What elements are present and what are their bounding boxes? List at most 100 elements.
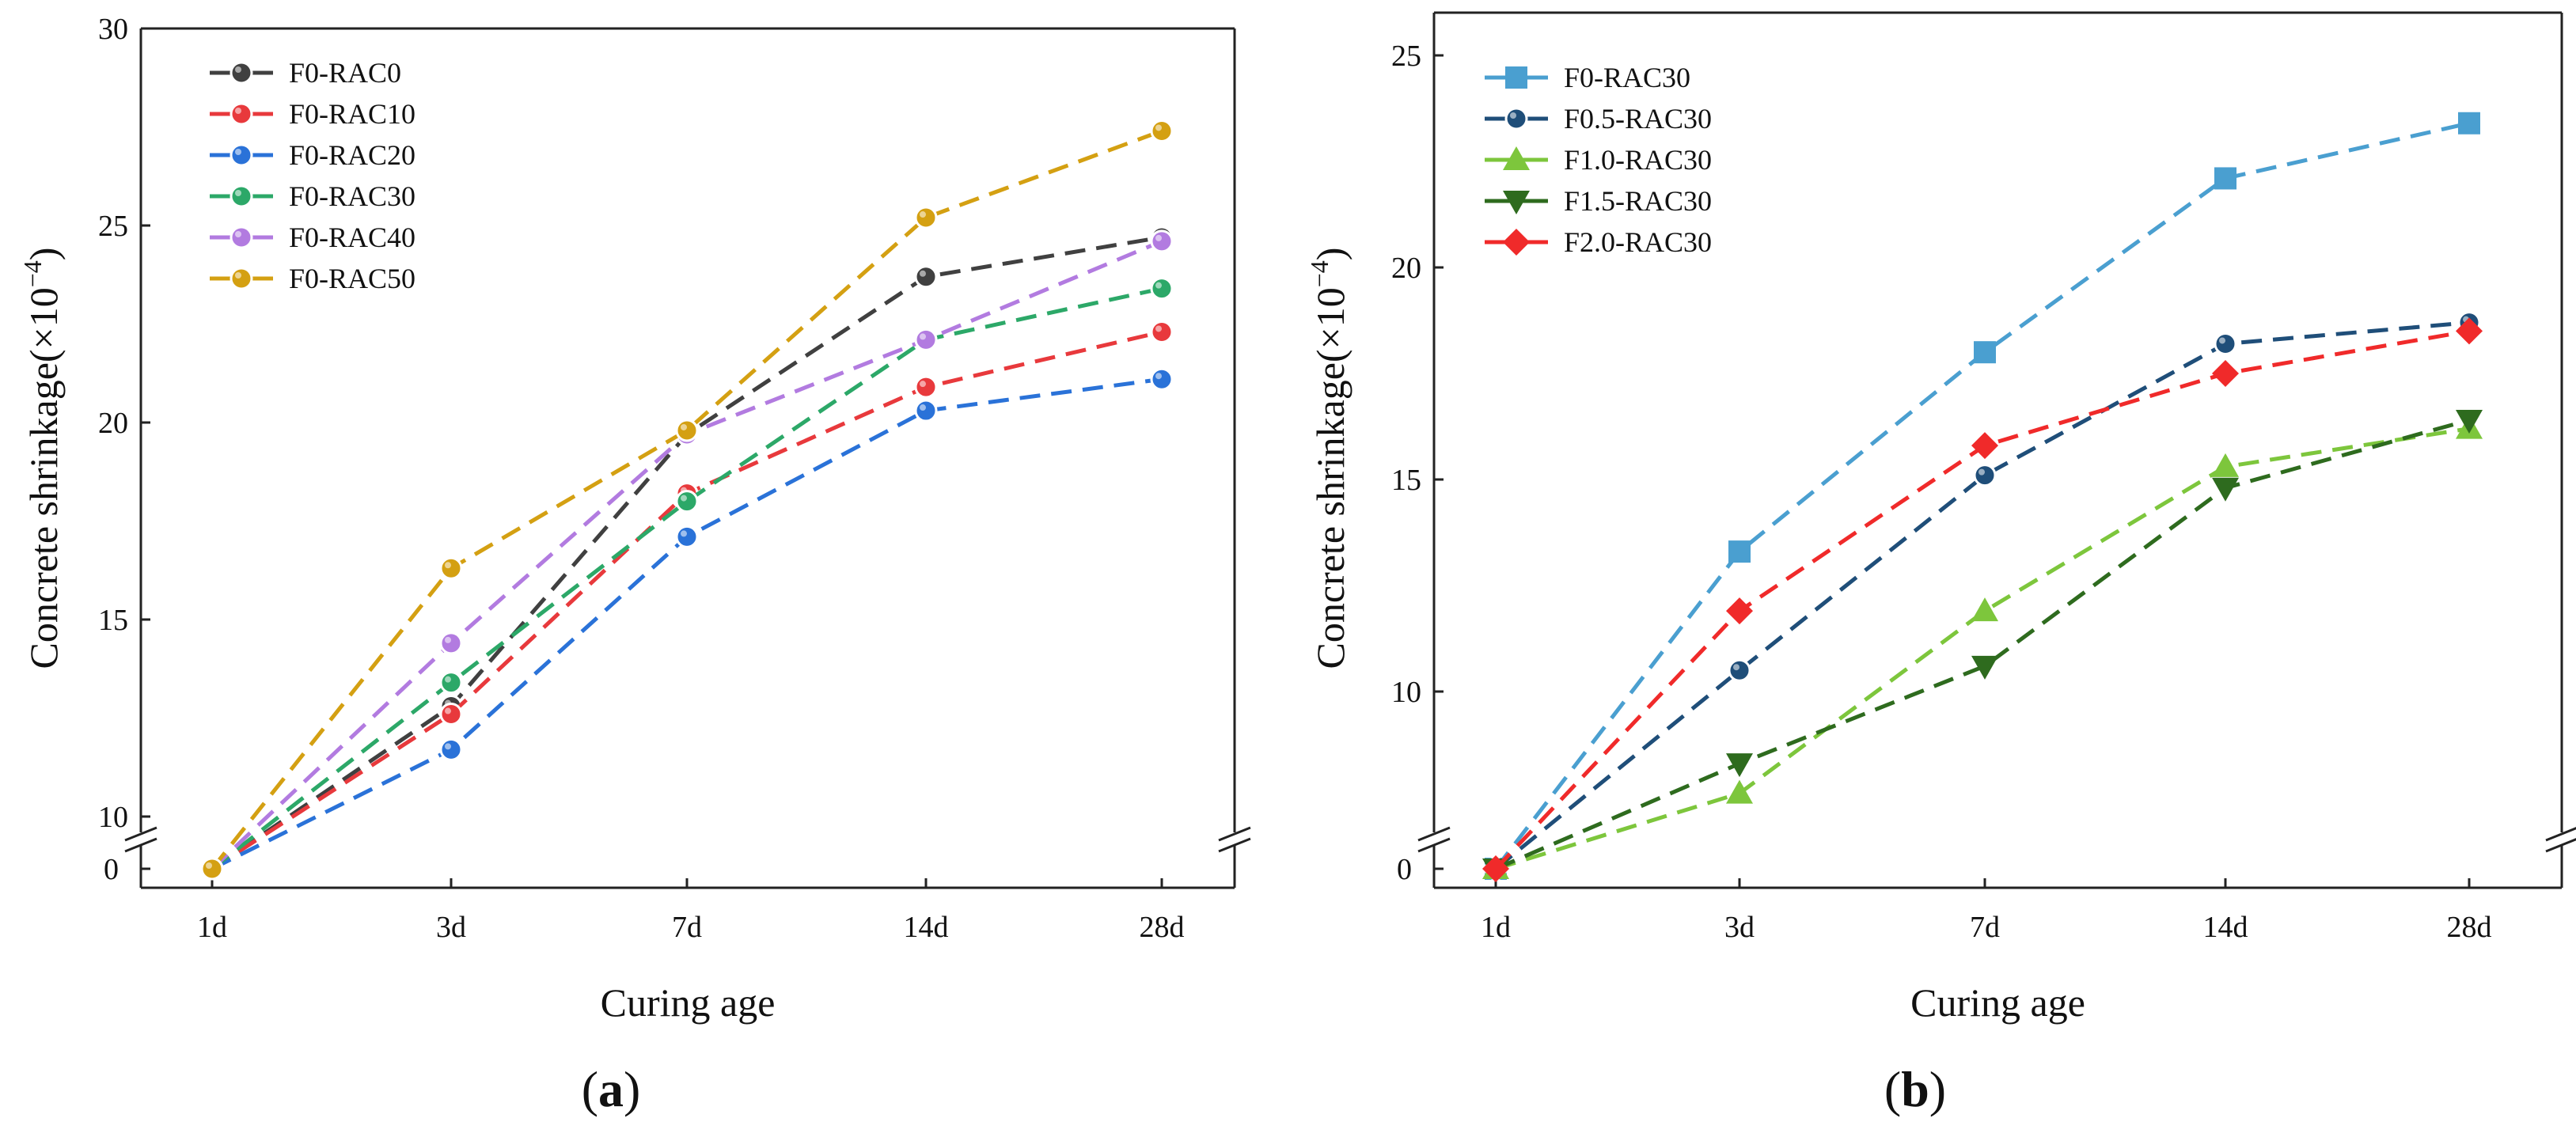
legend-item-f0-5-rac30-label: F0.5-RAC30 — [1564, 103, 1712, 135]
y-tick-label: 20 — [1391, 252, 1421, 285]
series-f1-5-rac30-point — [1726, 753, 1753, 778]
series-f0-rac30-point-highlight — [445, 676, 451, 683]
series-f0-rac0-point-highlight — [920, 270, 926, 277]
chart-b: 10 15 20 25 0 1d 3d 7d 14d 28d Curing age Concrete … — [1305, 11, 2576, 1117]
axis-break-mark — [1417, 837, 1451, 853]
series-f1-0-rac30-point — [2212, 453, 2239, 477]
y-axis-title: Concrete shrinkage(×10−4) — [1305, 248, 1352, 669]
series-f0-rac40-point-highlight — [445, 636, 451, 643]
series-f0-rac40-point — [914, 328, 938, 351]
panel-caption: (a) — [582, 1061, 641, 1117]
series-f0-rac50-point-highlight — [681, 423, 687, 430]
legend-item-f0-rac0-point-highlight — [235, 66, 241, 73]
series-f1-5-rac30-point — [1971, 655, 1998, 680]
series-f0-5-rac30-point-highlight — [1978, 468, 1985, 476]
legend-item-f1-5-rac30-label: F1.5-RAC30 — [1564, 185, 1712, 217]
series-f1-5-rac30-line — [1495, 418, 2470, 871]
legend-item-f0-rac30-label: F0-RAC30 — [1564, 62, 1690, 93]
x-axis-title: Curing age — [601, 980, 776, 1025]
caption-paren: ) — [624, 1061, 640, 1117]
y-axis-title-close: ) — [21, 248, 66, 261]
series-f0-rac20-point — [675, 525, 699, 548]
x-tick-label: 28d — [1140, 911, 1185, 944]
series-f0-rac20-point-highlight — [681, 530, 687, 537]
x-tick-label: 14d — [2203, 911, 2248, 944]
axis-break-mark — [2545, 838, 2576, 853]
series-f0-rac30-point — [439, 671, 463, 695]
series-f0-5-rac30-point — [2214, 332, 2237, 355]
y-tick-label: 30 — [98, 13, 128, 46]
series-f0-rac50-point-highlight — [920, 211, 926, 218]
legend-item-f0-rac30-point-highlight — [235, 190, 241, 196]
series-f0-rac10-point-highlight — [1155, 325, 1162, 332]
caption-paren: ( — [1884, 1061, 1901, 1117]
series-f0-rac10-point-highlight — [445, 707, 451, 714]
series-f0-5-rac30-point-highlight — [2219, 337, 2225, 344]
legend-item-f0-rac0-label: F0-RAC0 — [289, 57, 401, 89]
legend-item-f2-0-rac30-label: F2.0-RAC30 — [1564, 226, 1712, 258]
panel-caption: (b) — [1884, 1061, 1946, 1117]
series-f0-rac10 — [200, 320, 1174, 881]
series-f2-0-rac30-point — [2212, 360, 2239, 387]
series-f0-rac50 — [200, 119, 1174, 881]
series-f0-rac30 — [200, 277, 1174, 881]
series-f0-rac0-line — [211, 235, 1163, 871]
legend-item-f0-rac20-point-highlight — [235, 149, 241, 155]
x-tick-label: 14d — [904, 911, 949, 944]
caption-paren: ) — [1929, 1061, 1946, 1117]
series-f0-rac50-point-highlight — [1155, 124, 1162, 131]
x-tick-label: 7d — [1970, 911, 2000, 944]
axis-break-mark — [124, 826, 157, 842]
series-f0-rac50-point — [439, 556, 463, 580]
legend-item-f0-rac30-point — [230, 184, 253, 208]
series-f2-0-rac30-point — [2456, 317, 2483, 345]
series-f0-rac10-line — [211, 330, 1163, 871]
legend-item-f0-rac40-label: F0-RAC40 — [289, 222, 415, 253]
y-tick-label: 10 — [1391, 676, 1421, 709]
series-f0-rac50-point — [675, 419, 699, 442]
legend-a: F0-RAC0 F0-RAC10 F0-RAC20 F0-RAC30 F0-RAC40 F… — [210, 57, 415, 294]
y-axis-title-close: ) — [1308, 248, 1352, 261]
legend-item-f0-rac40-point-highlight — [235, 231, 241, 237]
series-f0-rac30-point — [675, 490, 699, 514]
series-f1-0-rac30-line — [1495, 426, 2470, 871]
x-tick-label: 3d — [1724, 911, 1755, 944]
x-axis-title: Curing age — [1910, 980, 2085, 1025]
series-f0-rac40-point-highlight — [1155, 234, 1162, 241]
series-f1-0-rac30-point — [1971, 597, 1998, 622]
series-f2-0-rac30 — [1482, 317, 2483, 882]
series-f0-rac50-point-highlight — [445, 562, 451, 569]
series-f0-rac30-point-highlight — [681, 495, 687, 502]
legend-item-f0-rac10-label: F0-RAC10 — [289, 98, 415, 130]
series-f2-0-rac30-point — [1971, 432, 1998, 460]
series-f0-rac10-point — [1150, 320, 1174, 343]
caption-letter: b — [1901, 1061, 1929, 1117]
x-tick-label: 1d — [197, 911, 227, 944]
x-tick-label: 3d — [436, 911, 466, 944]
caption-letter: a — [598, 1061, 624, 1117]
y-tick-label-zero: 0 — [1397, 853, 1412, 886]
series-f0-rac30-point — [2214, 167, 2236, 190]
axis-break-mark — [1417, 826, 1451, 842]
series-f0-rac40-point-highlight — [920, 333, 926, 340]
x-tick-label: 1d — [1481, 911, 1511, 944]
series-f0-5-rac30 — [1484, 311, 2481, 881]
series-f0-rac20-line — [211, 377, 1163, 871]
y-axis-title-main: Concrete shrinkage(×10 — [21, 287, 66, 669]
series-f0-rac10-point-highlight — [920, 381, 926, 388]
legend-item-f0-rac50-point — [230, 267, 253, 290]
series-f0-rac30-point — [1974, 341, 1996, 364]
series-f0-rac20-point-highlight — [445, 743, 451, 750]
axis-break-mark — [124, 837, 157, 853]
y-axis-title: Concrete shrinkage(×10−4) — [18, 248, 66, 669]
legend-item-f0-rac0-point — [230, 61, 253, 85]
series-f0-rac30-line — [211, 286, 1163, 870]
series-f0-rac50-point — [200, 857, 224, 881]
y-tick-label: 25 — [1391, 40, 1421, 73]
series-f0-rac40-point — [439, 631, 463, 655]
series-f0-rac30 — [1485, 112, 2480, 880]
series-f0-rac20-point-highlight — [1155, 373, 1162, 380]
series-f0-rac40-point — [1150, 229, 1174, 253]
legend-item-f0-rac10-point-highlight — [235, 108, 241, 114]
legend-item-f2-0-rac30-point — [1503, 229, 1530, 256]
